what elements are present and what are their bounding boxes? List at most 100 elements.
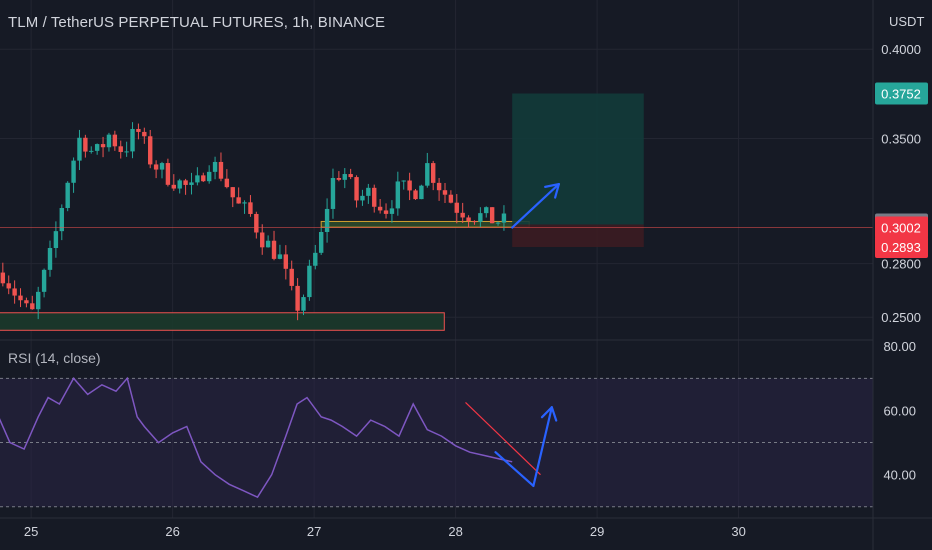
candle-body — [360, 195, 365, 201]
candle-body — [130, 128, 135, 152]
price-label-text: 0.3752 — [881, 87, 921, 102]
candle-body — [201, 175, 206, 182]
zone-target — [512, 93, 644, 225]
candle-body — [425, 163, 430, 186]
price-label-text: 0.2893 — [881, 240, 921, 255]
price-label-badge — [875, 216, 928, 239]
candle-body — [495, 222, 501, 224]
candle-body — [436, 182, 442, 191]
candle-body — [195, 175, 200, 183]
candle-body — [112, 134, 118, 147]
candle-body — [47, 248, 53, 270]
price-projection-arrow-shaft — [511, 183, 560, 229]
rsi-line — [0, 376, 513, 499]
candle-body — [466, 217, 471, 222]
currency-unit: USDT — [889, 14, 925, 29]
candle-body — [330, 177, 336, 209]
chart-title: TLM / TetherUS PERPETUAL FUTURES, 1h, BI… — [8, 14, 386, 31]
candle-body — [77, 137, 82, 161]
candle-body — [260, 232, 265, 248]
candle-body — [12, 288, 17, 296]
candle-body — [413, 190, 418, 200]
candle-body — [318, 231, 324, 253]
candle-body — [212, 161, 218, 172]
candle-body — [472, 221, 477, 223]
candle-body — [489, 207, 495, 224]
candle-body — [448, 194, 454, 203]
candle-body — [242, 202, 247, 204]
candle-body — [189, 182, 194, 185]
price-projection-arrow-head — [544, 183, 560, 188]
candle-body — [183, 180, 188, 185]
price-projection-arrow-head — [554, 183, 560, 199]
price-projection-arrow — [511, 183, 560, 229]
candle-body — [301, 297, 306, 311]
time-tick-label: 28 — [448, 524, 462, 539]
candle-body — [324, 208, 330, 232]
candle-body — [89, 150, 94, 152]
rsi-projection-arrow-shaft — [532, 406, 553, 488]
price-label-badge — [875, 236, 928, 259]
candle-body — [24, 300, 29, 304]
candle-body — [401, 180, 406, 182]
price-tick-label: 0.2500 — [881, 310, 921, 325]
candle-body — [118, 146, 123, 152]
candle-body — [165, 163, 171, 185]
rsi-arrow-down-leg — [494, 451, 535, 488]
candle-body — [407, 180, 412, 191]
candle-body — [224, 178, 230, 188]
candle-body — [271, 240, 277, 259]
candle-body — [218, 161, 224, 179]
candle-body — [342, 174, 347, 180]
candle-body — [283, 254, 289, 269]
candle-body — [419, 185, 424, 200]
rsi-tick-label: 40.00 — [883, 468, 916, 483]
candle-body — [389, 208, 395, 214]
rsi-label: RSI (14, close) — [8, 350, 101, 366]
candle-body — [430, 163, 436, 183]
candle-body — [0, 272, 6, 284]
zone-stop — [512, 224, 644, 248]
rsi-projection-arrow-head — [540, 406, 553, 419]
candle-body — [307, 265, 312, 298]
candle-body — [478, 213, 483, 222]
candle-body — [289, 268, 294, 286]
rsi-tick-label: 60.00 — [883, 403, 916, 418]
candle-body — [236, 197, 241, 204]
candle-body — [366, 187, 371, 196]
zone-demand — [0, 312, 445, 331]
time-tick-label: 25 — [24, 524, 38, 539]
candle-body — [94, 144, 100, 151]
candle-body — [18, 295, 23, 301]
candle-body — [265, 240, 271, 248]
candle-body — [106, 134, 112, 148]
price-label-badge — [875, 82, 928, 105]
candle-body — [313, 252, 318, 266]
candle-body — [171, 184, 176, 189]
candles — [0, 122, 507, 321]
candle-body — [124, 151, 129, 153]
candle-body — [153, 164, 159, 170]
rsi-band — [0, 378, 873, 507]
candle-body — [383, 210, 389, 214]
candle-body — [65, 182, 70, 208]
time-tick-label: 30 — [731, 524, 745, 539]
candle-body — [460, 212, 465, 218]
candle-body — [372, 187, 377, 207]
candle-body — [277, 254, 283, 259]
time-tick-label: 26 — [165, 524, 179, 539]
candle-body — [377, 206, 383, 211]
candle-body — [6, 283, 11, 289]
candle-body — [254, 213, 259, 233]
candle-body — [136, 128, 141, 132]
time-tick-label: 29 — [590, 524, 604, 539]
candle-body — [41, 269, 47, 292]
candle-body — [336, 177, 342, 180]
candle-body — [83, 137, 88, 152]
candle-body — [59, 207, 64, 232]
candle-body — [206, 171, 212, 182]
price-label-text: 0.3002 — [881, 221, 921, 236]
rsi-trendline — [465, 401, 541, 476]
